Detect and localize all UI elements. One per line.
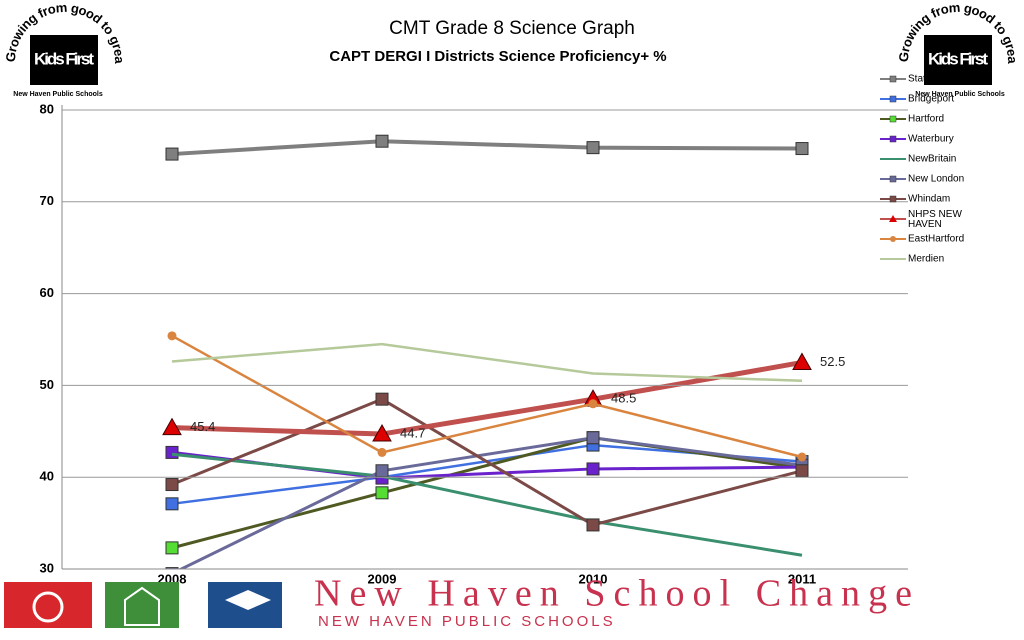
marker [375, 134, 389, 148]
marker [586, 431, 600, 445]
legend-label: Merdien [908, 254, 944, 265]
legend-marker [889, 215, 897, 222]
icon-apple-shape [32, 591, 64, 623]
marker [375, 486, 389, 500]
series-line [171, 342, 803, 383]
logo-brand: Kids First [928, 49, 988, 68]
legend-marker [890, 236, 896, 242]
marker [165, 478, 179, 492]
data-label: 45.4 [190, 419, 215, 434]
marker [165, 445, 179, 459]
data-label: 48.5 [611, 391, 636, 406]
marker [797, 452, 807, 462]
legend-marker [889, 195, 897, 203]
marker [165, 147, 179, 161]
series-line [171, 139, 803, 157]
legend-label: NHPS NEW HAVEN [908, 209, 962, 230]
plot [162, 134, 812, 569]
series-line [171, 397, 803, 527]
marker [586, 462, 600, 476]
marker [586, 518, 600, 532]
icon-building [105, 582, 179, 628]
y-tick-label: 70 [40, 193, 54, 208]
x-tick-label: 2011 [788, 571, 816, 586]
legend-label: Bridgeport [908, 94, 954, 105]
marker [165, 497, 179, 511]
logo-badge [924, 35, 992, 85]
marker [795, 142, 809, 156]
logo-brand: Kids First [34, 49, 94, 68]
series-line [171, 359, 803, 437]
legend-marker [889, 135, 897, 143]
marker [375, 392, 389, 406]
icon-building-shape [124, 586, 160, 626]
y-tick-label: 80 [40, 101, 54, 116]
chart-title: CMT Grade 8 Science Graph [389, 18, 635, 39]
legend-label: Whindam [908, 194, 950, 205]
legend-label-line: HAVEN [908, 219, 942, 230]
marker [162, 417, 182, 436]
legend-label-line: NHPS NEW [908, 209, 962, 220]
marker [165, 567, 179, 569]
logo-badge [30, 35, 98, 85]
logo-org: New Haven Public Schools [13, 91, 103, 98]
series-line [171, 452, 803, 557]
legend-marker [889, 175, 897, 183]
y-tick-label: 30 [40, 560, 54, 575]
logo-org: New Haven Public Schools [915, 91, 1005, 98]
marker [375, 464, 389, 478]
data-label: 52.5 [820, 354, 845, 369]
logo-left: Growing from good to great Kids First Ne… [0, 0, 127, 98]
y-tick-label: 40 [40, 469, 54, 484]
chart-subtitle: CAPT DERGI I Districts Science Proficien… [329, 48, 666, 65]
marker [165, 541, 179, 555]
footer: New Haven School Change NEW HAVEN PUBLIC… [4, 573, 912, 630]
legend-label: NewBritain [908, 154, 956, 165]
x-tick-label: 2010 [579, 571, 608, 586]
legend-label: State [908, 74, 932, 85]
series-line [177, 436, 803, 569]
data-label: 44.7 [400, 425, 425, 440]
marker [588, 399, 598, 409]
legend-label: New London [908, 174, 964, 185]
legend-label: Waterbury [908, 134, 954, 145]
series-line [171, 334, 803, 459]
legend-marker [889, 115, 897, 123]
marker [586, 141, 600, 155]
marker [792, 352, 812, 370]
marker [167, 331, 177, 341]
legend-marker [889, 95, 897, 103]
marker [377, 447, 387, 457]
legend-label: EastHartford [908, 234, 964, 245]
y-tick-label: 60 [40, 285, 54, 300]
footer-subtitle: NEW HAVEN PUBLIC SCHOOLS [318, 613, 616, 630]
footer-title: New Haven School Change [314, 573, 912, 615]
icon-cap-shape [225, 590, 271, 610]
marker [372, 424, 392, 442]
x-tick-label: 2009 [368, 571, 397, 586]
legend-marker [889, 75, 897, 83]
legend-label: Hartford [908, 114, 944, 125]
marker [795, 464, 809, 478]
y-tick-label: 50 [40, 377, 54, 392]
